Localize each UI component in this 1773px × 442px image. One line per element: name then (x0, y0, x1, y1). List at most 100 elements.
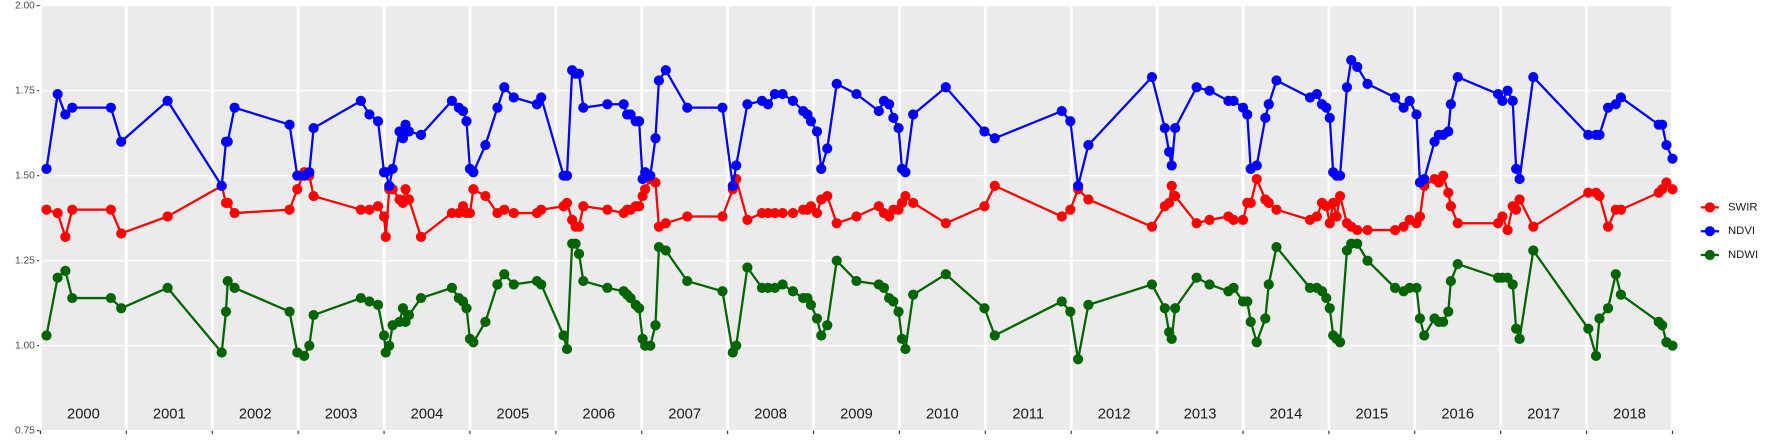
data-point (822, 143, 833, 154)
data-point (308, 190, 319, 202)
data-point (1324, 112, 1335, 123)
data-point (979, 201, 990, 212)
data-point (1445, 201, 1456, 212)
data-point (893, 122, 904, 134)
data-point (602, 204, 613, 215)
data-point (1245, 197, 1256, 208)
data-point (1170, 122, 1181, 134)
legend-label: NDVI (1728, 225, 1755, 237)
data-point (1311, 211, 1322, 222)
data-point (1414, 313, 1426, 324)
data-point (1602, 303, 1614, 314)
data-point (480, 316, 491, 327)
data-point (1228, 95, 1239, 106)
data-point (570, 238, 581, 249)
data-point (536, 204, 547, 215)
data-point (762, 99, 774, 110)
data-point (682, 102, 693, 113)
data-point (1514, 194, 1525, 205)
data-point (480, 190, 491, 202)
year-label: 2017 (1527, 407, 1560, 423)
data-point (1419, 173, 1430, 185)
data-point (682, 211, 693, 222)
year-label: 2002 (239, 407, 272, 423)
data-point (602, 99, 613, 110)
data-point (397, 133, 409, 144)
data-point (1352, 238, 1363, 249)
data-point (299, 350, 310, 361)
data-point (1271, 75, 1282, 86)
data-point (1528, 245, 1539, 256)
data-point (908, 109, 919, 120)
data-point (578, 275, 589, 287)
data-point (1502, 224, 1513, 236)
data-point (116, 136, 127, 147)
data-point (561, 343, 573, 355)
data-point (717, 102, 728, 113)
data-point (384, 180, 395, 191)
legend-key-point (1704, 226, 1715, 237)
data-point (831, 255, 842, 266)
data-point (660, 218, 671, 229)
data-point (1242, 296, 1253, 307)
data-point (1594, 129, 1605, 140)
data-point (811, 126, 823, 137)
data-point (908, 289, 919, 300)
data-point (387, 163, 398, 174)
y-tick-label: 2.00 (15, 0, 35, 11)
data-point (893, 306, 904, 317)
data-point (660, 65, 671, 76)
data-point (1191, 218, 1202, 229)
data-point (1667, 184, 1678, 195)
data-point (618, 99, 629, 110)
data-point (731, 160, 742, 171)
data-point (1389, 92, 1401, 103)
data-point (900, 343, 911, 355)
data-point (989, 330, 1000, 341)
data-point (1242, 109, 1253, 120)
data-point (403, 309, 415, 321)
data-point (1056, 211, 1067, 222)
data-point (216, 347, 227, 358)
data-point (1346, 54, 1357, 66)
data-point (1311, 88, 1322, 100)
year-label: 2005 (497, 407, 530, 423)
data-point (1411, 109, 1422, 120)
data-point (573, 221, 585, 232)
data-point (908, 197, 919, 208)
data-point (468, 337, 479, 348)
data-point (1324, 303, 1335, 314)
data-point (229, 102, 240, 113)
data-point (1352, 224, 1363, 236)
data-point (816, 330, 827, 341)
data-point (415, 129, 427, 140)
data-point (1452, 218, 1463, 229)
data-point (1583, 129, 1594, 140)
data-point (888, 112, 899, 123)
data-point (634, 303, 645, 314)
data-point (1065, 204, 1076, 215)
year-label: 2014 (1270, 407, 1303, 423)
data-point (888, 296, 899, 307)
data-point (1072, 354, 1084, 365)
data-point (499, 269, 510, 280)
data-point (364, 109, 375, 120)
data-point (536, 279, 547, 290)
data-point (979, 303, 990, 314)
data-point (1065, 306, 1076, 317)
data-point (372, 299, 384, 310)
data-point (1341, 82, 1353, 93)
data-point (831, 218, 842, 229)
data-point (499, 82, 510, 93)
data-point (787, 286, 799, 297)
data-point (162, 95, 173, 106)
data-point (1615, 204, 1627, 215)
data-point (1251, 173, 1262, 185)
data-point (742, 99, 753, 110)
data-point (1159, 122, 1170, 134)
data-point (822, 320, 833, 331)
year-label: 2013 (1184, 407, 1217, 423)
data-point (634, 201, 645, 212)
data-point (41, 330, 52, 341)
data-point (602, 282, 613, 293)
